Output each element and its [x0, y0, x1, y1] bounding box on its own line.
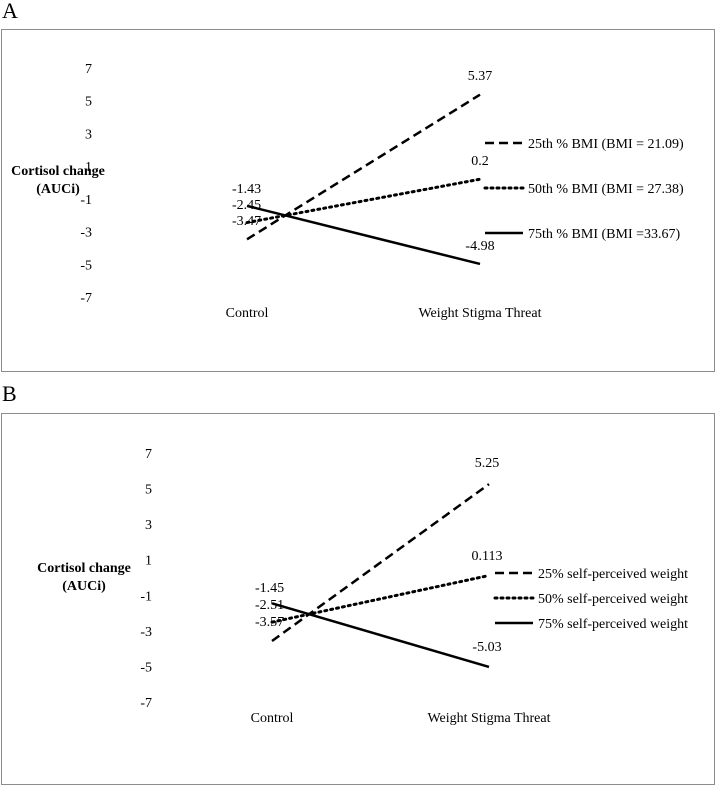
panel-a-letter: A	[2, 0, 18, 23]
panel-b-data-label: -3.57	[255, 615, 284, 630]
panel-b-ytick-label: 1	[145, 554, 152, 569]
panel-a-ytick-label: -1	[80, 193, 92, 208]
panel-b-frame	[1, 413, 715, 785]
panel-b-legend-entry: 75% self-perceived weight	[538, 617, 688, 632]
panel-b-series-line-solid	[271, 602, 490, 669]
panel-a-ytick-label: -3	[80, 226, 92, 241]
panel-b-y-axis-title: Cortisol change	[37, 561, 131, 576]
panel-a-data-label: -1.43	[232, 182, 261, 197]
panel-b-data-label: -2.51	[255, 598, 284, 613]
panel-b-ytick-label: -1	[140, 589, 152, 604]
panel-a-series-line-dotted	[245, 177, 482, 225]
panel-a-legend-entry: 50th % BMI (BMI = 27.38)	[528, 182, 684, 197]
panel-b-ytick-label: -3	[140, 625, 152, 640]
panel-b-ytick-label: 3	[145, 518, 152, 533]
panel-a-data-label: 0.2	[471, 154, 489, 169]
panel-a-x-category-label: Weight Stigma Threat	[418, 306, 541, 321]
panel-a-series-line-dashed	[246, 93, 481, 241]
panel-b-letter: B	[2, 381, 17, 406]
panel-a-ytick-label: 1	[85, 160, 92, 175]
panel-a-ytick-label: -7	[80, 291, 92, 306]
panel-a-y-axis-title: Cortisol change	[11, 164, 105, 179]
panel-a-ytick-label: 7	[85, 62, 92, 77]
panel-b-legend-entry: 50% self-perceived weight	[538, 592, 688, 607]
panel-a-legend-entry: 25th % BMI (BMI = 21.09)	[528, 137, 684, 152]
panel-a-frame	[1, 29, 715, 372]
panel-b-data-label: 5.25	[475, 456, 500, 471]
panel-a-ytick-label: 3	[85, 127, 92, 142]
panel-b-ytick-label: -7	[140, 696, 152, 711]
panel-b-series-line-dotted	[270, 573, 491, 624]
panel-b-y-axis-title-line2: (AUCi)	[62, 579, 106, 594]
panel-b-ytick-label: 5	[145, 483, 152, 498]
panel-b-legend-entry: 25% self-perceived weight	[538, 567, 688, 582]
panel-a-x-category-label: Control	[226, 306, 269, 321]
panel-b-ytick-label: -5	[140, 660, 152, 675]
panel-a-ytick-label: -5	[80, 258, 92, 273]
panel-b-series-line-dashed	[271, 483, 490, 643]
panel-a-data-label: -2.45	[232, 198, 261, 213]
panel-b-x-category-label: Weight Stigma Threat	[427, 711, 550, 726]
panel-a-data-label: 5.37	[468, 69, 493, 84]
panel-a-legend-entry: 75th % BMI (BMI =33.67)	[528, 227, 681, 242]
panel-b-data-label: 0.113	[472, 549, 503, 564]
panel-a-y-axis-title-line2: (AUCi)	[36, 182, 80, 197]
panel-b-ytick-label: 7	[145, 447, 152, 462]
panel-b-data-label: -5.03	[472, 640, 501, 655]
panel-a-series-line-solid	[246, 204, 481, 266]
panel-a-data-label: -4.98	[465, 239, 494, 254]
panel-b-x-category-label: Control	[251, 711, 294, 726]
panel-b-data-label: -1.45	[255, 581, 284, 596]
panel-a-ytick-label: 5	[85, 95, 92, 110]
